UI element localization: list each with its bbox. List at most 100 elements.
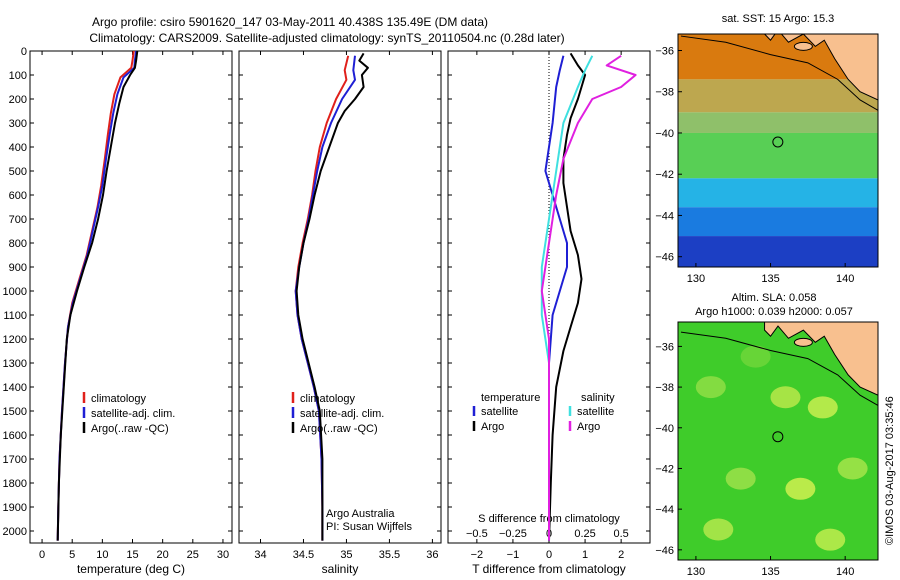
legend-entry: satellite-adj. clim. [91,408,175,420]
sla-anomaly-blob [785,477,816,500]
depth-tick-label: 200 [9,94,27,106]
x-tick-label: 35.5 [379,549,400,561]
top-tick-label: 0.5 [613,528,628,540]
sla-anomaly-blob [703,518,734,541]
legend-entry: Argo(..raw -QC) [91,423,169,435]
salinity-panel: 34 34.5 35 35.5 36 salinity climatology satelli… [238,50,442,576]
plot-frame [238,50,442,544]
map-x-tick-label: 135 [761,566,779,578]
argo-float-marker [772,136,784,148]
series-line-satellite [540,55,594,541]
plot-frame [29,50,233,544]
x-tick-label: 30 [217,549,229,561]
x-tick-label: 5 [69,549,75,561]
depth-tick-label: 2000 [3,526,27,538]
depth-tick-label: 1000 [3,286,27,298]
depth-tick-label: 1900 [3,502,27,514]
map-y-tick-label: −44 [655,210,674,222]
legend-entry: satellite [481,406,518,418]
map-x-tick-label: 135 [761,273,779,285]
kangaroo-island [793,41,813,51]
x-tick-label: 2 [618,549,624,561]
sst-band [678,132,878,179]
sla-anomaly-blob [695,376,726,399]
sst-band [678,112,878,133]
depth-tick-label: 500 [9,166,27,178]
x-tick-label: 36 [426,549,438,561]
series-line-argo-raw-qc- [56,50,139,541]
legend-entry: satellite-adj. clim. [300,408,384,420]
x-tick-label: −1 [507,549,520,561]
x-tick-label: 0 [39,549,45,561]
top-tick-label: −0.25 [499,528,527,540]
legend-entry: Argo [577,421,600,433]
copyright-side-label: ©IMOS 03-Aug-2017 03:35:46 [884,396,896,545]
series-line-argo [548,52,587,541]
top-tick-label: −0.5 [466,528,488,540]
map-field [678,322,878,560]
map-x-tick-label: 140 [836,566,854,578]
depth-tick-label: 100 [9,70,27,82]
series-line-argo-raw-qc- [295,52,369,541]
map-x-tick-label: 130 [687,273,705,285]
shelf-contour [680,35,878,111]
sla-anomaly-blob [837,457,868,480]
x-tick-label: 35 [340,549,352,561]
map-y-tick-label: −36 [655,341,674,353]
x-tick-label: 25 [187,549,199,561]
legend-entry: Argo(..raw -QC) [300,423,378,435]
x-axis-label: temperature (deg C) [77,562,185,576]
depth-tick-label: 1400 [3,382,27,394]
shelf-contour [680,331,878,406]
map-y-tick-label: −46 [655,545,674,557]
map-title-line: Argo h1000: 0.039 h2000: 0.057 [695,306,853,318]
x-tick-label: 1 [582,549,588,561]
x-tick-label: 34.5 [293,549,314,561]
depth-tick-label: 0 [21,46,27,58]
depth-tick-label: 900 [9,262,27,274]
x-axis-label: salinity [322,562,359,576]
depth-tick-label: 1300 [3,358,27,370]
legend-entry: satellite [577,406,614,418]
land-mass [763,34,878,101]
kangaroo-island [793,337,813,347]
sst-band [678,79,878,113]
depth-tick-label: 1200 [3,334,27,346]
map-y-tick-label: −36 [655,45,674,57]
annotation-text: Argo Australia [326,508,395,520]
argo-float-marker [772,431,784,443]
series-line-satellite [544,55,568,541]
figure-title-line1: Argo profile: csiro 5901620_147 03-May-2… [92,15,488,29]
depth-tick-label: 700 [9,214,27,226]
depth-tick-label: 1600 [3,430,27,442]
depth-tick-label: 1500 [3,406,27,418]
top-tick-label: 0.25 [574,528,595,540]
map-y-tick-label: −42 [655,169,674,181]
map-x-tick-label: 140 [836,273,854,285]
legend-entry: Argo [481,421,504,433]
sst-band [678,178,878,208]
x-axis-label: T difference from climatology [472,562,626,576]
series-line-argo [540,54,637,541]
depth-tick-label: 1800 [3,478,27,490]
x-tick-label: 15 [126,549,138,561]
map-y-tick-label: −40 [655,423,674,435]
map-y-tick-label: −38 [655,87,674,99]
sla-anomaly-blob [770,386,801,409]
depth-tick-label: 400 [9,142,27,154]
sla-anomaly-blob [815,528,846,551]
depth-tick-label: 300 [9,118,27,130]
figure-title-line2: Climatology: CARS2009. Satellite-adjuste… [89,31,564,45]
temperature-panel: 0100200300400500600700800900100011001200… [3,46,233,576]
map-y-tick-label: −42 [655,463,674,475]
legend-header: salinity [581,392,615,404]
legend-header: temperature [481,392,540,404]
sla-map-panel: 130 135 140 −36 −38 −40 −42 −44 −46 Altim. SLA: 0… [655,292,879,578]
x-tick-label: 10 [96,549,108,561]
depth-tick-label: 1100 [3,310,27,322]
depth-tick-label: 1700 [3,454,27,466]
sst-band [678,207,878,237]
sla-anomaly-blob [740,345,771,368]
